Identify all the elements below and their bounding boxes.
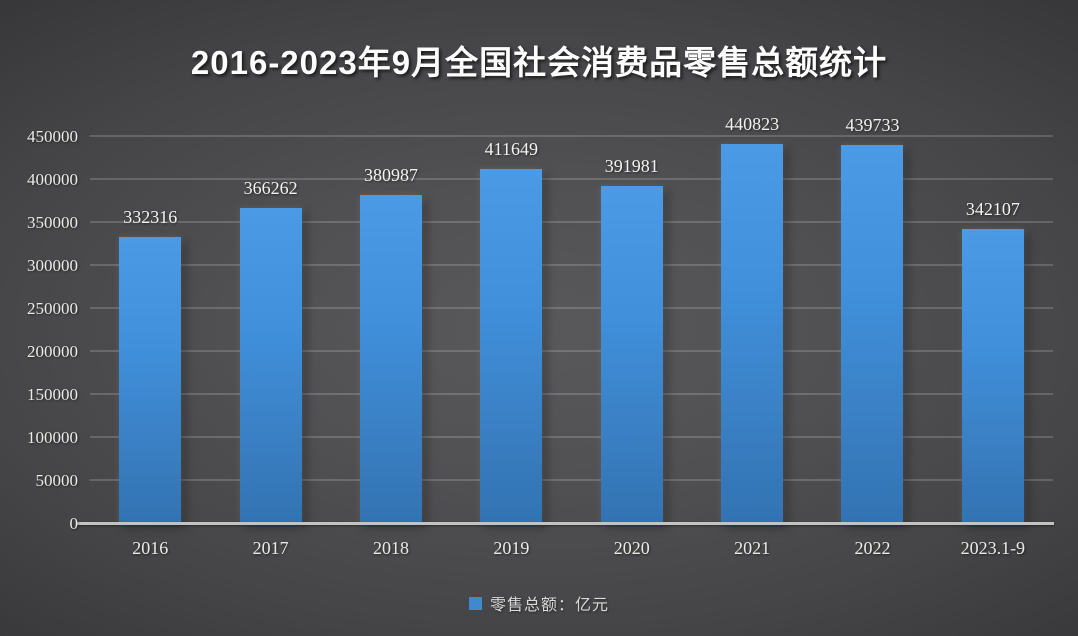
legend: 零售总额：亿元 <box>0 591 1078 615</box>
bar <box>721 143 784 523</box>
gridline <box>90 350 1053 352</box>
x-axis-tick-label: 2022 <box>854 538 891 558</box>
bar-group: 439733 <box>841 116 904 523</box>
bar <box>841 144 904 523</box>
y-axis-tick-label: 350000 <box>27 213 78 232</box>
y-axis-tick-label: 50000 <box>35 471 79 490</box>
bar-group: 366262 <box>239 136 302 523</box>
bar-value-label: 342107 <box>965 198 1020 219</box>
gridline <box>90 135 1053 137</box>
y-axis-tick-label: 0 <box>69 514 79 533</box>
bar <box>600 185 663 523</box>
x-axis-tick-label: 2017 <box>252 538 289 558</box>
x-axis-tick-label: 2019 <box>493 538 530 558</box>
x-axis-tick-label: 2023.1-9 <box>960 538 1026 558</box>
gridline <box>90 178 1053 180</box>
bar-group: 411649 <box>480 136 543 523</box>
y-axis-tick-label: 450000 <box>27 127 78 146</box>
plot-area: 332316 366262 380987 411649 391981 440823 4397… <box>90 115 1053 523</box>
bar <box>961 228 1024 523</box>
gridline <box>90 307 1053 309</box>
gridline <box>90 393 1053 395</box>
x-axis-tick-label: 2016 <box>132 538 169 558</box>
bar-value-label: 391981 <box>604 155 659 176</box>
y-axis-tick-label: 300000 <box>27 256 78 275</box>
bar <box>480 168 543 523</box>
x-axis-tick-label: 2021 <box>734 538 771 558</box>
bar-group: 342107 <box>961 136 1024 523</box>
bar-group: 332316 <box>119 136 182 523</box>
gridline <box>90 264 1053 266</box>
y-axis-tick-label: 200000 <box>27 342 78 361</box>
x-axis-tick-label: 2020 <box>613 538 650 558</box>
legend-label: 零售总额：亿元 <box>489 597 609 614</box>
bar-value-label: 380987 <box>363 165 418 186</box>
bar-value-label: 440823 <box>725 113 780 134</box>
bar-group: 380987 <box>359 136 422 523</box>
bar-group: 391981 <box>600 136 663 523</box>
y-axis-tick-label: 400000 <box>27 170 78 189</box>
gridline <box>90 436 1053 438</box>
bar <box>119 237 182 523</box>
bar-value-label: 332316 <box>123 207 178 228</box>
x-axis-tick-label: 2018 <box>372 538 409 558</box>
bar-group: 440823 <box>721 115 784 523</box>
y-axis-tick-label: 150000 <box>27 385 78 404</box>
y-axis-tick-label: 100000 <box>27 428 78 447</box>
chart-title: 2016-2023年9月全国社会消费品零售总额统计 <box>190 44 888 81</box>
bar-value-label: 411649 <box>484 138 538 159</box>
gridline <box>90 221 1053 223</box>
bar-value-label: 439733 <box>845 114 900 135</box>
bar <box>239 208 302 523</box>
legend-marker-icon <box>468 596 482 610</box>
bar-value-label: 366262 <box>243 178 298 199</box>
gridline <box>90 479 1053 481</box>
x-axis-line <box>76 522 1054 525</box>
y-axis-tick-label: 250000 <box>27 299 78 318</box>
bar <box>359 195 422 523</box>
